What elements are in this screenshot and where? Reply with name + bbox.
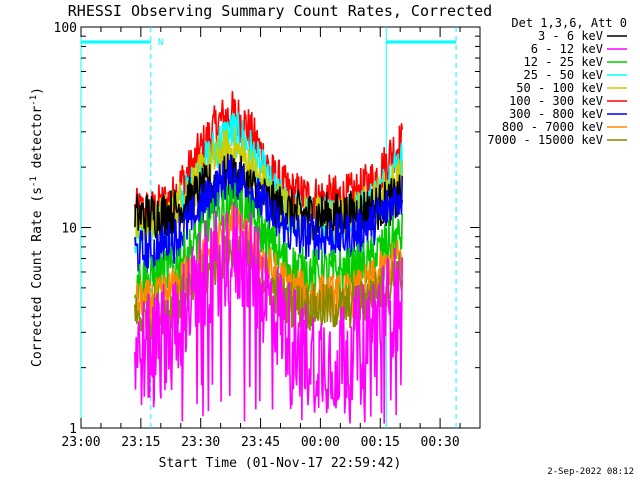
x-tick-label-2: 23:30 bbox=[181, 435, 220, 450]
legend-label-4: 50 - 100 keV bbox=[516, 81, 603, 95]
y-axis-label-sup1: -1 bbox=[29, 176, 39, 187]
legend-label-8: 7000 - 15000 keV bbox=[487, 133, 603, 147]
series-line-8 bbox=[134, 201, 403, 424]
x-tick-label-4: 00:00 bbox=[301, 435, 340, 450]
y-tick-label-2: 100 bbox=[54, 21, 77, 36]
axes: 1 10 100 23:00 23:15 23:30 23:45 00:00 00:15 00:3… bbox=[54, 21, 481, 450]
series-line-1 bbox=[134, 111, 403, 255]
y-axis-label-part2: detector bbox=[30, 106, 45, 177]
x-tick-label-6: 00:30 bbox=[421, 435, 460, 450]
chart-title: RHESSI Observing Summary Count Rates, Co… bbox=[68, 2, 492, 20]
y-tick-label-1: 10 bbox=[61, 222, 77, 237]
legend-label-0: 3 - 6 keV bbox=[538, 29, 603, 43]
y-tick-label-0: 1 bbox=[69, 422, 77, 437]
night-marker-label: N bbox=[158, 38, 163, 48]
legend-label-6: 300 - 800 keV bbox=[509, 107, 603, 121]
legend-label-5: 100 - 300 keV bbox=[509, 94, 603, 108]
series-layer bbox=[134, 91, 403, 424]
footer-date: 2-Sep-2022 08:12 bbox=[547, 467, 634, 477]
x-axis-label: Start Time (01-Nov-17 22:59:42) bbox=[159, 456, 402, 471]
x-tick-label-5: 00:15 bbox=[361, 435, 400, 450]
y-axis-label-sup2: -1 bbox=[29, 95, 39, 106]
series-line-5 bbox=[134, 182, 403, 302]
y-axis-label-part1: Corrected Count Rate (s bbox=[30, 187, 45, 367]
y-axis-label: Corrected Count Rate (s-1 detector-1) bbox=[29, 87, 45, 367]
legend-label-3: 25 - 50 keV bbox=[524, 68, 603, 82]
x-tick-label-3: 23:45 bbox=[241, 435, 280, 450]
legend-label-2: 12 - 25 keV bbox=[524, 55, 603, 69]
legend-header: Det 1,3,6, Att 0 bbox=[511, 16, 627, 30]
legend-label-7: 800 - 7000 keV bbox=[502, 120, 603, 134]
x-tick-label-1: 23:15 bbox=[121, 435, 160, 450]
y-axis-label-part3: ) bbox=[30, 87, 45, 95]
x-tick-label-0: 23:00 bbox=[61, 435, 100, 450]
legend-label-1: 6 - 12 keV bbox=[531, 42, 603, 56]
